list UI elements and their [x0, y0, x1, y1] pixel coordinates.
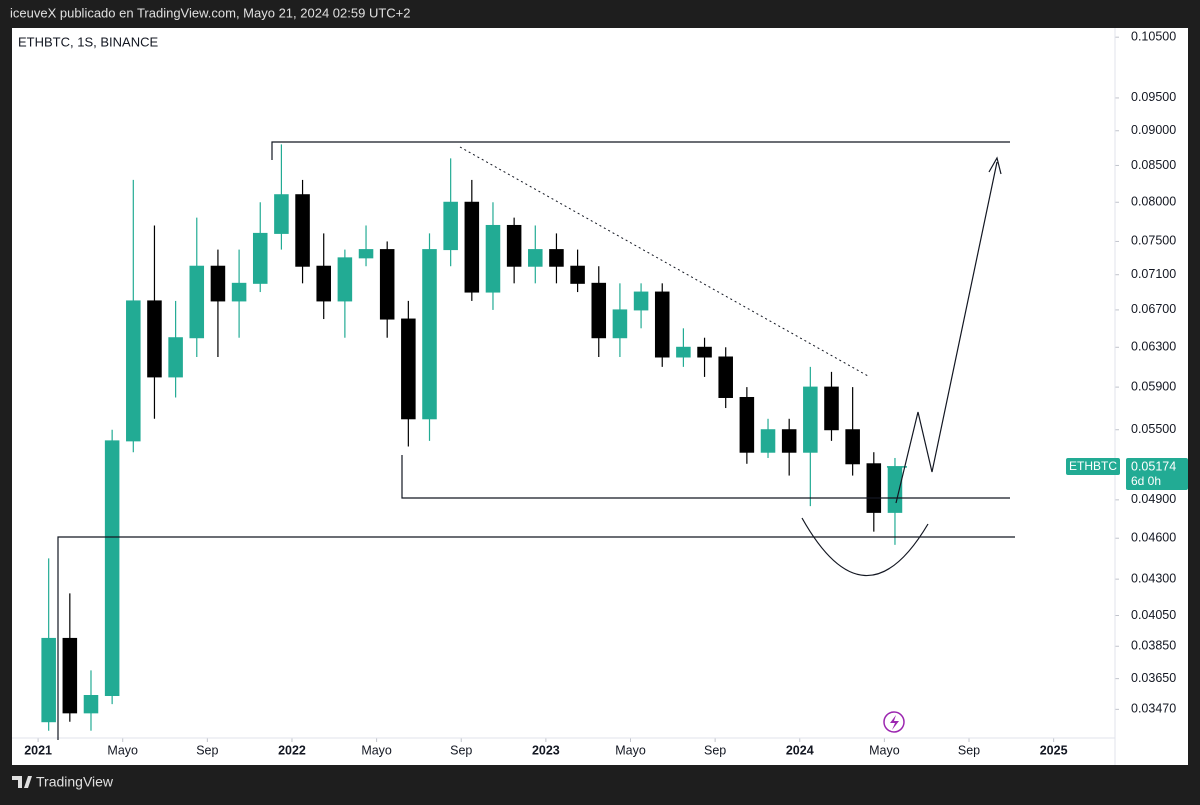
footer: TradingView: [36, 774, 114, 790]
candle-body: [845, 429, 860, 465]
candle-body: [739, 396, 755, 453]
event-circle: [883, 711, 905, 733]
candle-body: [443, 201, 458, 251]
candle-body: [83, 695, 99, 714]
candle-body: [231, 282, 247, 302]
y-tick-label: 0.05900: [1131, 379, 1176, 393]
y-tick-label: 0.06300: [1131, 340, 1176, 354]
x-tick-label: Sep: [958, 743, 980, 757]
candle-body: [295, 194, 310, 267]
candle-body: [633, 291, 649, 311]
candle-body: [528, 249, 543, 267]
candle-body: [612, 309, 628, 339]
candle-body: [401, 318, 416, 420]
y-tick-label: 0.08000: [1131, 195, 1176, 209]
candle-body: [718, 356, 733, 398]
x-tick-label: Sep: [450, 743, 472, 757]
base-line: [57, 536, 1015, 740]
candle-body: [147, 300, 162, 378]
y-tick-label: 0.04900: [1131, 492, 1176, 506]
x-tick-label: Mayo: [869, 743, 900, 757]
candle-body: [803, 386, 818, 453]
candle-body: [506, 224, 522, 267]
x-tick-label: Sep: [196, 743, 218, 757]
candle-body: [337, 257, 353, 302]
last-price: 0.05174: [1131, 459, 1176, 473]
candle-body: [697, 346, 712, 358]
candle-body: [41, 637, 56, 723]
x-tick-label: Mayo: [361, 743, 392, 757]
candle-body: [824, 386, 839, 431]
candle-body: [485, 224, 501, 293]
candle-body: [570, 265, 585, 284]
x-tick-label: Mayo: [107, 743, 138, 757]
candle-body: [358, 249, 374, 259]
candle-body: [866, 463, 882, 513]
header: iceuveX publicado en TradingView.com, Ma…: [10, 5, 410, 20]
candles: [41, 144, 907, 731]
candle-body: [464, 201, 480, 293]
candle-body: [210, 265, 226, 302]
rounded-bottom: [801, 517, 929, 577]
candle-body: [189, 265, 205, 339]
y-tick-label: 0.08500: [1131, 158, 1176, 172]
price-tag: ETHBTC 0.05174 6d 0h: [1066, 458, 1188, 490]
y-tick-label: 0.03650: [1131, 671, 1176, 685]
x-tick-label: 2023: [532, 743, 560, 757]
y-tick-label: 0.10500: [1131, 29, 1176, 43]
candle-body: [422, 249, 437, 420]
drawings: [57, 141, 1015, 740]
candle-body: [760, 429, 776, 453]
x-tick-label: 2025: [1040, 743, 1068, 757]
logo: TradingView: [12, 774, 114, 790]
candle-body: [252, 232, 268, 284]
candle-body: [168, 337, 183, 378]
candle-body: [549, 249, 564, 267]
candle-body: [62, 637, 78, 714]
arrow-head: [988, 156, 1002, 175]
y-tick-label: 0.06700: [1131, 302, 1176, 316]
x-tick-label: 2022: [278, 743, 306, 757]
y-tick-label: 0.04600: [1131, 531, 1176, 545]
y-tick-label: 0.04050: [1131, 608, 1176, 622]
y-tick-label: 0.07500: [1131, 234, 1176, 248]
candle-body: [316, 265, 331, 302]
x-tick-label: 2021: [24, 743, 52, 757]
candle-body: [104, 440, 120, 697]
logo-mark: [12, 776, 32, 788]
symbol-tag: [1066, 458, 1120, 475]
candle-body: [591, 282, 607, 339]
event-icon: [883, 711, 905, 733]
chart-area: [12, 28, 1188, 765]
y-tick-label: 0.09500: [1131, 90, 1176, 104]
chart-title: ETHBTC, 1S, BINANCE: [18, 34, 158, 49]
y-tick-label: 0.07100: [1131, 267, 1176, 281]
y-tick-label: 0.03470: [1131, 702, 1176, 716]
resistance-line: [271, 141, 1010, 160]
symbol-label: ETHBTC: [1069, 459, 1117, 473]
x-tick-label: Mayo: [615, 743, 646, 757]
candle-body: [126, 300, 141, 442]
candle-body: [379, 249, 395, 320]
support-line: [401, 455, 1010, 499]
axes: 0.10500 0.09500 0.09000 0.08500 0.08000 0.075…: [24, 29, 1176, 757]
x-tick-label: Sep: [704, 743, 726, 757]
y-tick-label: 0.04300: [1131, 571, 1176, 585]
candle-body: [781, 429, 797, 453]
x-tick-label: 2024: [786, 743, 814, 757]
y-tick-label: 0.09000: [1131, 123, 1176, 137]
event-bolt: [890, 715, 899, 730]
candle-body: [676, 346, 691, 358]
countdown: 6d 0h: [1131, 474, 1161, 488]
projection-path: [895, 161, 998, 504]
candle-body: [274, 194, 289, 234]
y-tick-label: 0.05500: [1131, 422, 1176, 436]
candle-body: [654, 291, 670, 358]
y-tick-label: 0.03850: [1131, 639, 1176, 653]
price-box: [1126, 458, 1188, 490]
